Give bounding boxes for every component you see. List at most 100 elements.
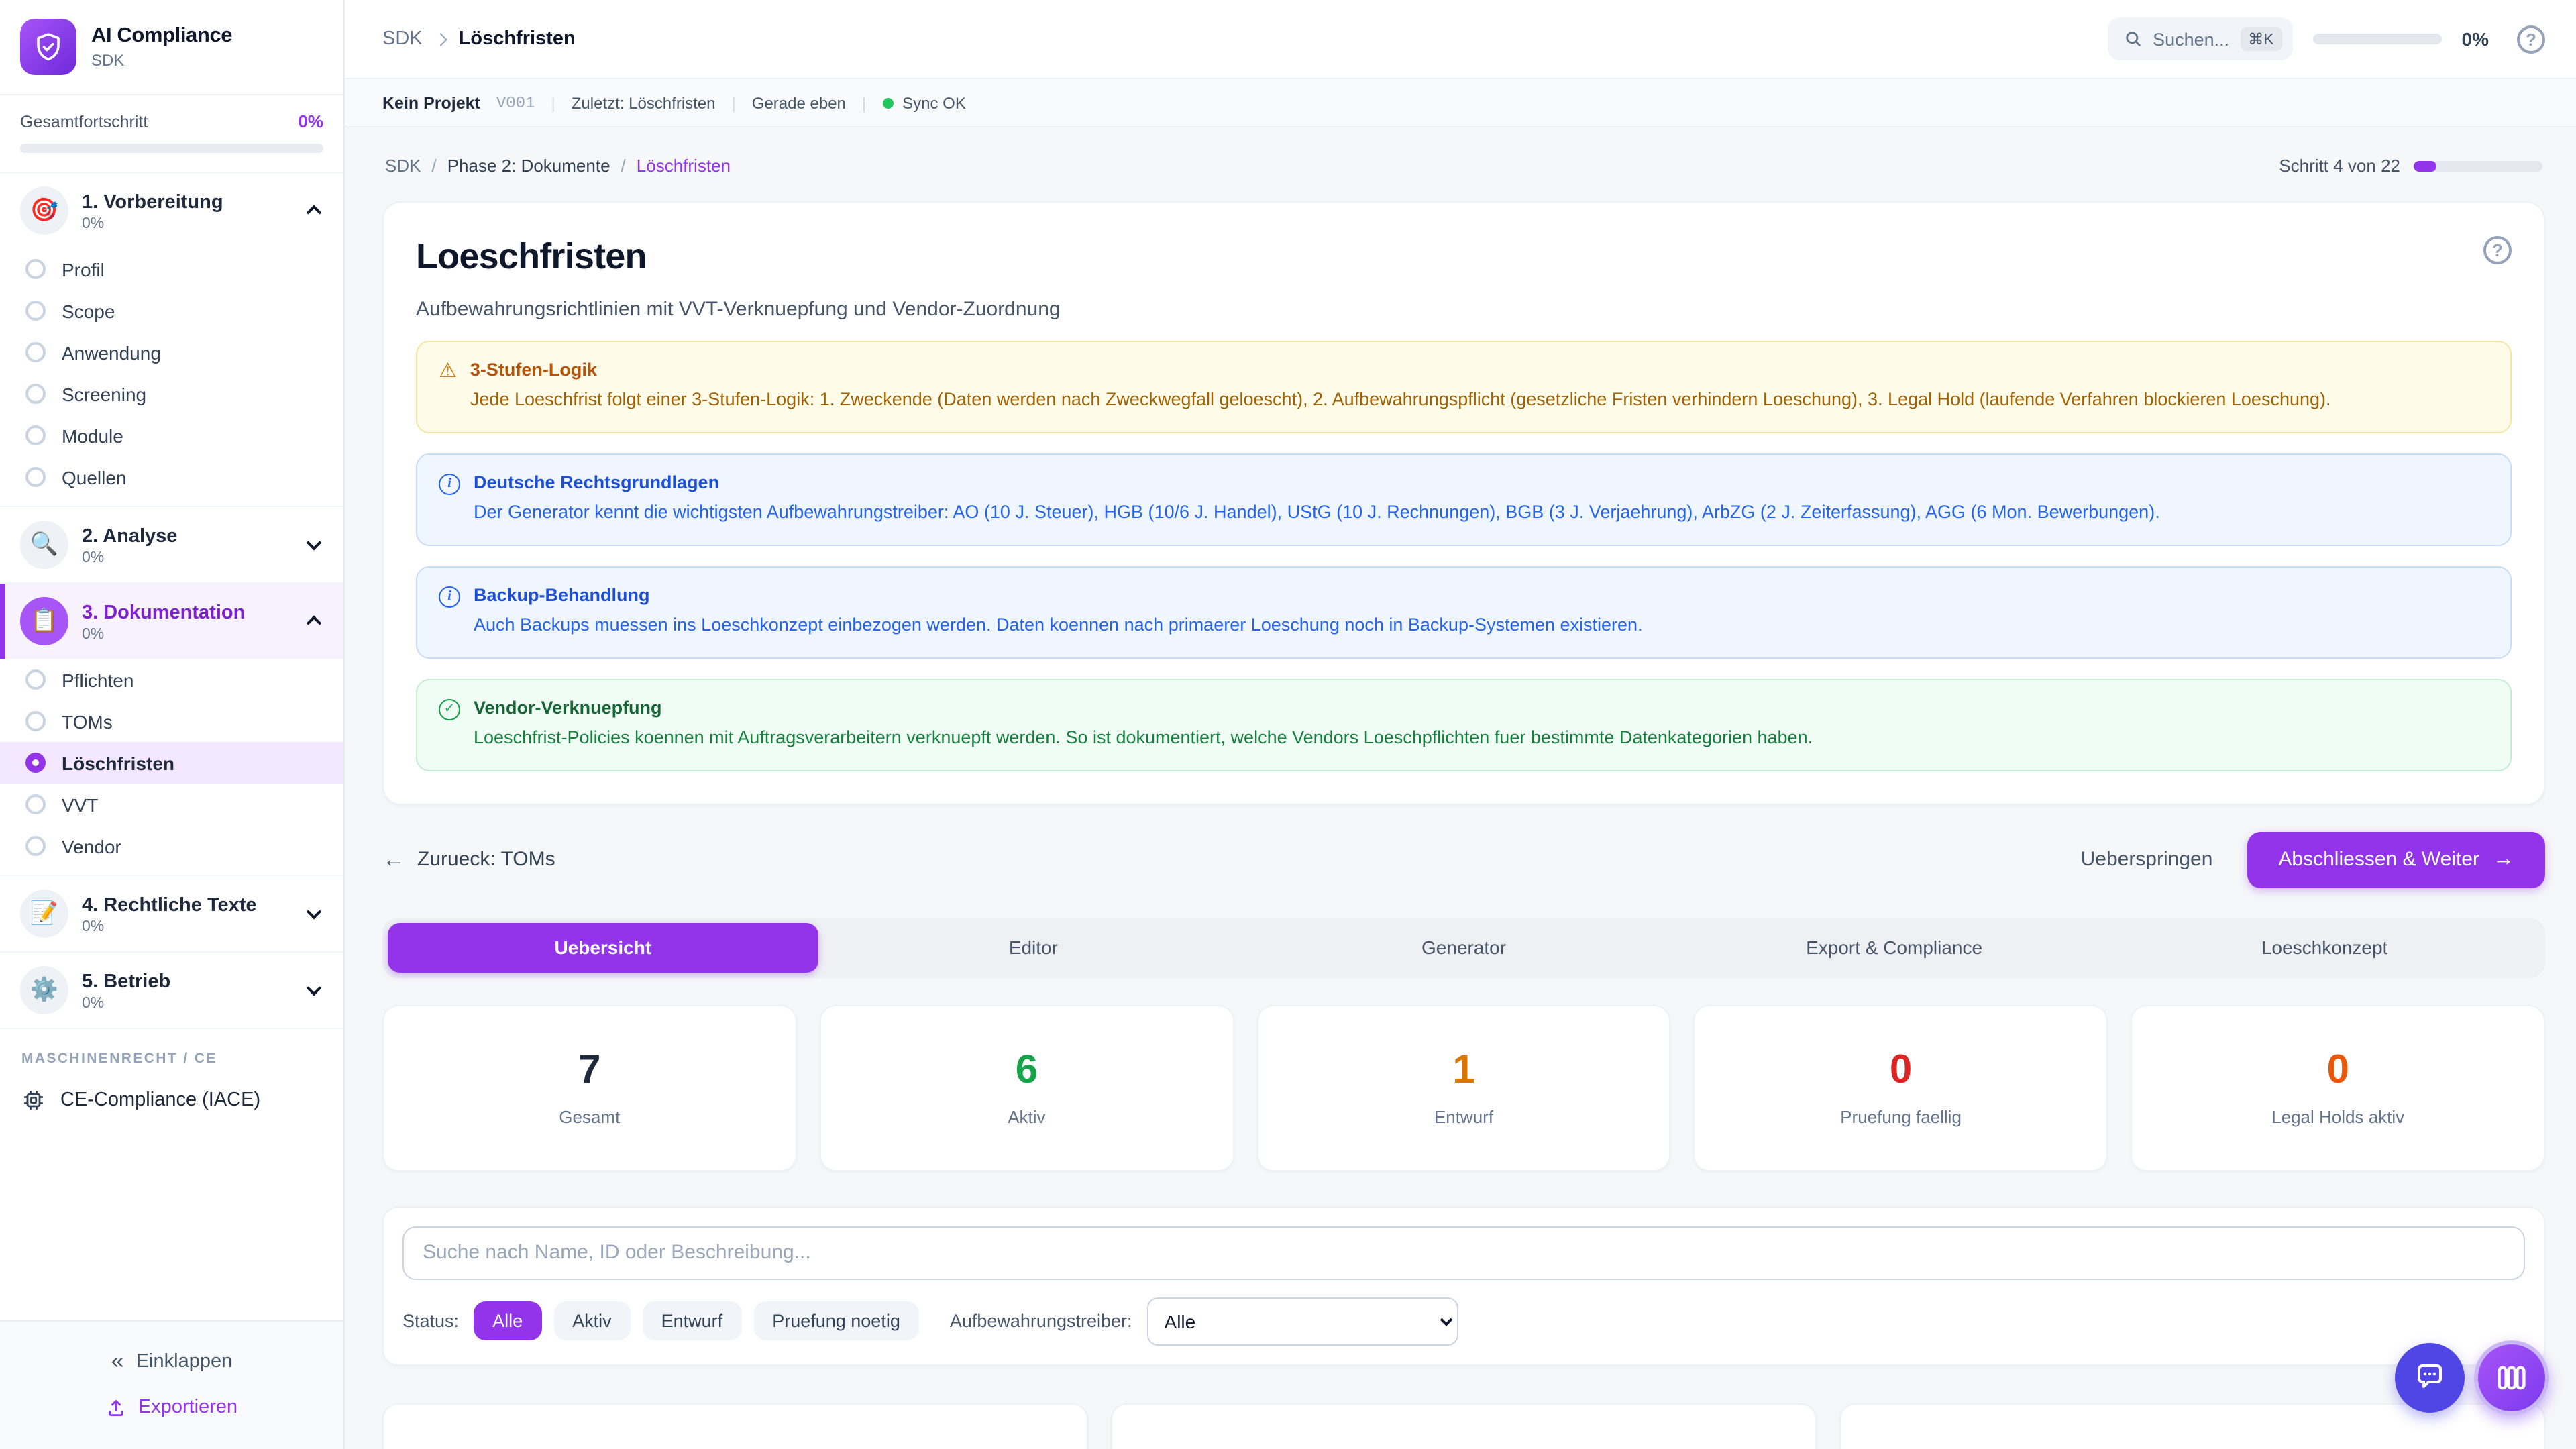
skip-button[interactable]: Ueberspringen: [2080, 848, 2213, 871]
memo-icon: 📝: [20, 890, 68, 938]
crumb-current: Löschfristen: [636, 156, 731, 176]
magnifier-icon: 🔍: [20, 521, 68, 569]
columns-icon: [2498, 1366, 2526, 1390]
info-box-body: Loeschfrist-Policies koennen mit Auftrag…: [474, 727, 1813, 747]
status-bar: Kein Projekt V001 | Zuletzt: Löschfriste…: [345, 79, 2576, 127]
status-filter-label: Status:: [402, 1311, 460, 1332]
back-button[interactable]: ← Zurueck: TOMs: [382, 846, 555, 872]
gear-icon: ⚙️: [20, 966, 68, 1014]
sidebar-section-betrieb[interactable]: ⚙️ 5. Betrieb 0%: [0, 951, 343, 1028]
info-box-body: Der Generator kennt die wichtigsten Aufb…: [474, 501, 2160, 522]
info-box-title: Backup-Behandlung: [474, 584, 650, 605]
info-box-stufen-logik: ⚠ 3-Stufen-Logik Jede Loeschfrist folgt …: [416, 341, 2512, 433]
radio-icon: [25, 467, 46, 487]
tab-editor[interactable]: Editor: [1008, 936, 1058, 959]
warning-icon: ⚠: [439, 360, 457, 382]
breadcrumb-root[interactable]: SDK: [382, 28, 423, 50]
export-button[interactable]: Exportieren: [0, 1385, 343, 1430]
step-progress-bar: [2414, 160, 2542, 171]
stat-label: Legal Holds aktiv: [2271, 1107, 2405, 1128]
sidebar-item-profil[interactable]: Profil: [0, 248, 343, 290]
sidebar-item-ce-compliance[interactable]: CE-Compliance (IACE): [0, 1077, 343, 1131]
info-box-rechtsgrundlagen: i Deutsche Rechtsgrundlagen Der Generato…: [416, 453, 2512, 546]
policy-card-partial[interactable]: [382, 1403, 1088, 1449]
sidebar-item-quellen[interactable]: Quellen: [0, 456, 343, 498]
sync-status-text: Sync OK: [902, 93, 966, 112]
stat-pruefung-faellig: 0 Pruefung faellig: [1693, 1004, 2108, 1171]
chevron-up-icon: [306, 205, 322, 221]
sidebar-item-screening[interactable]: Screening: [0, 373, 343, 415]
sidebar-section-rechtliche-texte[interactable]: 📝 4. Rechtliche Texte 0%: [0, 876, 343, 951]
finish-next-button[interactable]: Abschliessen & Weiter →: [2247, 831, 2545, 888]
radio-icon: [25, 836, 46, 856]
crumb-phase[interactable]: Phase 2: Dokumente: [447, 156, 610, 176]
sidebar-item-anwendung[interactable]: Anwendung: [0, 331, 343, 373]
sidebar-item-loeschfristen[interactable]: Löschfristen: [0, 742, 343, 784]
sidebar-section-analyse[interactable]: 🔍 2. Analyse 0%: [0, 507, 343, 582]
info-box-title: 3-Stufen-Logik: [470, 360, 597, 380]
info-box-vendor: ✓ Vendor-Verknuepfung Loeschfrist-Polici…: [416, 678, 2512, 771]
sidebar-item-scope[interactable]: Scope: [0, 290, 343, 331]
app-logo-shield-icon: [20, 19, 76, 75]
breadcrumb: SDK Löschfristen: [382, 28, 576, 50]
sidebar-item-vvt[interactable]: VVT: [0, 784, 343, 825]
sidebar-item-pflichten[interactable]: Pflichten: [0, 659, 343, 700]
stat-value: 0: [1889, 1048, 1913, 1093]
status-filter-alle[interactable]: Alle: [474, 1301, 542, 1341]
header-progress-bar: [2312, 34, 2442, 44]
app-subtitle: SDK: [91, 51, 125, 70]
status-filter-aktiv[interactable]: Aktiv: [553, 1301, 631, 1341]
stat-label: Entwurf: [1434, 1107, 1494, 1128]
chip-icon: [23, 1090, 44, 1110]
sidebar-item-module[interactable]: Module: [0, 415, 343, 456]
chevron-down-icon: [306, 980, 322, 996]
main-area: SDK Löschfristen Suchen... ⌘K 0% ? Kein …: [345, 0, 2576, 1449]
tab-export-compliance[interactable]: Export & Compliance: [1806, 936, 1983, 959]
keyboard-shortcut-badge: ⌘K: [2240, 27, 2282, 51]
sidebar-footer: « Einklappen Exportieren: [0, 1320, 343, 1449]
project-name: Kein Projekt: [382, 93, 480, 112]
global-search-button[interactable]: Suchen... ⌘K: [2107, 17, 2293, 60]
info-icon: i: [439, 473, 460, 495]
section-label: 4. Rechtliche Texte: [82, 894, 257, 916]
header-progress-value: 0%: [2461, 28, 2489, 50]
info-box-body: Auch Backups muessen ins Loeschkonzept e…: [474, 614, 1643, 635]
tab-loeschkonzept[interactable]: Loeschkonzept: [2261, 936, 2388, 959]
tab-generator[interactable]: Generator: [1421, 936, 1507, 959]
driver-filter-label: Aufbewahrungstreiber:: [949, 1311, 1132, 1332]
radio-icon: [25, 301, 46, 321]
sidebar-section-dokumentation[interactable]: 📋 3. Dokumentation 0%: [0, 582, 343, 659]
policy-card-row: [382, 1403, 2545, 1449]
sidebar-item-toms[interactable]: TOMs: [0, 700, 343, 742]
section-label: 3. Dokumentation: [82, 602, 246, 623]
section-progress: 0%: [82, 918, 105, 934]
status-filter-entwurf[interactable]: Entwurf: [642, 1301, 742, 1341]
chat-assistant-button[interactable]: [2395, 1343, 2465, 1413]
info-box-backup: i Backup-Behandlung Auch Backups muessen…: [416, 566, 2512, 659]
status-filter-pruefung-noetig[interactable]: Pruefung noetig: [753, 1301, 919, 1341]
chevron-down-icon: [306, 904, 322, 920]
app-title-block: AI Compliance SDK: [91, 24, 233, 70]
card-help-icon[interactable]: ?: [2483, 236, 2512, 264]
version-badge: V001: [496, 93, 535, 112]
chat-bubble-icon: [2418, 1364, 2442, 1388]
overall-progress-label: Gesamtfortschritt: [20, 112, 148, 131]
sidebar-item-vendor[interactable]: Vendor: [0, 825, 343, 867]
chevron-down-icon: [306, 535, 322, 551]
tab-uebersicht[interactable]: Uebersicht: [388, 922, 818, 973]
radio-checked-icon: [25, 753, 46, 773]
help-icon[interactable]: ?: [2517, 25, 2545, 53]
stat-entwurf: 1 Entwurf: [1256, 1004, 1671, 1171]
stat-label: Aktiv: [1008, 1107, 1046, 1128]
sidebar-section-vorbereitung[interactable]: 🎯 1. Vorbereitung 0%: [0, 173, 343, 248]
overall-progress-value: 0%: [298, 111, 323, 131]
board-view-button[interactable]: [2474, 1340, 2549, 1415]
tab-bar: Uebersicht Editor Generator Export & Com…: [382, 917, 2545, 978]
radio-icon: [25, 259, 46, 279]
policy-card-partial[interactable]: [1111, 1403, 1817, 1449]
collapse-sidebar-button[interactable]: « Einklappen: [111, 1348, 233, 1374]
driver-filter-select[interactable]: Alle: [1146, 1297, 1458, 1346]
policy-search-input[interactable]: [402, 1226, 2525, 1280]
crumb-sdk[interactable]: SDK: [385, 156, 421, 176]
